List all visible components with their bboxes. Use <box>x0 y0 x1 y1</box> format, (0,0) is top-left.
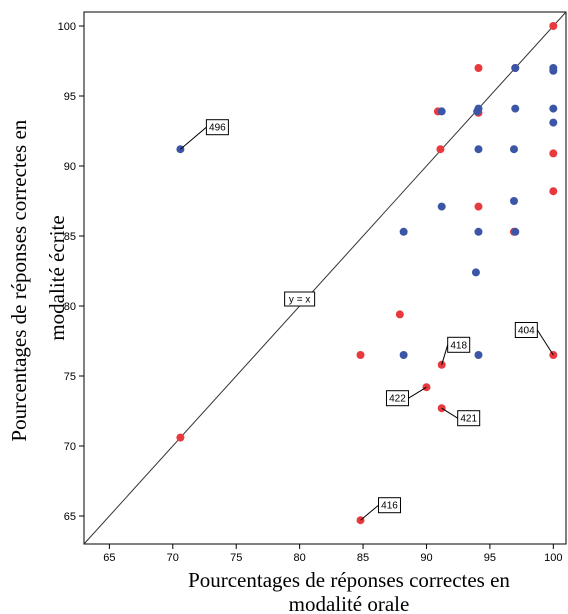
x-tick-label-70: 70 <box>167 552 179 564</box>
annotation-0-leader <box>180 126 207 150</box>
point-s1-6 <box>511 104 520 113</box>
plot-frame <box>83 11 567 545</box>
x-tick-label-75: 75 <box>230 552 242 564</box>
annotation-1-box <box>447 336 471 353</box>
point-s0-10 <box>395 310 404 319</box>
x-axis-title-line-1: Pourcentages de réponses correctes en <box>188 568 510 592</box>
y-tick-label-75: 75 <box>64 371 76 383</box>
y-tick-label-100: 100 <box>58 21 76 33</box>
point-s0-8 <box>474 202 483 211</box>
x-tick-label-65: 65 <box>103 552 115 564</box>
y-tick-label-85: 85 <box>64 231 76 243</box>
annotation-2-text: 404 <box>518 326 535 337</box>
point-s1-19 <box>474 351 483 359</box>
point-s1-18 <box>399 351 408 359</box>
annotation-4-text: 421 <box>460 414 477 425</box>
reference-line-label-box <box>284 291 316 307</box>
y-tick-label-80: 80 <box>64 301 76 313</box>
x-tick-label-90: 90 <box>420 552 432 564</box>
annotation-0-text: 496 <box>209 123 226 134</box>
data-points <box>176 22 558 525</box>
y-tick-label-65: 65 <box>64 511 76 523</box>
point-s1-7 <box>549 104 558 113</box>
y-tick-label-95: 95 <box>64 91 76 103</box>
x-tick-label-100: 100 <box>544 552 562 564</box>
point-s1-17 <box>471 268 480 277</box>
annotation-4-leader <box>441 407 458 419</box>
x-tick-label-95: 95 <box>484 552 496 564</box>
annotation-3-box <box>385 390 409 407</box>
annotation-5-box <box>378 497 402 514</box>
y-axis-title-line-1: Pourcentages de réponses correctes en <box>7 119 31 441</box>
point-s0-2 <box>474 64 483 72</box>
y-axis-title-line-2: modalité écrite <box>45 215 69 340</box>
point-s1-14 <box>399 227 408 236</box>
point-s1-8 <box>549 118 558 127</box>
point-s0-0 <box>549 22 558 30</box>
x-tick-label-85: 85 <box>357 552 369 564</box>
point-s1-5 <box>437 107 446 116</box>
y-axis-title: Pourcentages de réponses correctes en mo… <box>7 114 69 441</box>
annotation-2-box <box>514 322 538 338</box>
axis-ticks: 65 70 75 80 85 90 95 100 65 70 75 80 85 90 95 100 <box>58 21 563 564</box>
x-axis-title-line-2: modalité orale <box>289 592 410 614</box>
reference-line-label: y = x <box>289 295 310 306</box>
point-s1-1 <box>549 66 558 75</box>
point-s1-12 <box>437 202 446 211</box>
point-annotations: 496 418 404 422 421 416 y = x <box>180 119 554 521</box>
annotation-4-box <box>457 410 481 427</box>
point-s1-15 <box>474 227 483 236</box>
point-s1-16 <box>511 227 520 236</box>
annotation-3-text: 422 <box>389 394 406 405</box>
annotation-1-text: 418 <box>450 340 467 351</box>
point-s1-10 <box>474 145 483 154</box>
annotation-5-text: 416 <box>381 501 398 512</box>
point-s1-4 <box>473 107 482 116</box>
annotation-3-leader <box>408 386 427 399</box>
annotation-5-leader <box>360 504 379 521</box>
point-s1-11 <box>509 145 518 154</box>
annotation-2-leader <box>536 329 554 356</box>
point-s1-13 <box>509 197 518 205</box>
x-tick-label-80: 80 <box>294 552 306 564</box>
point-s0-16 <box>176 433 185 442</box>
y-tick-label-70: 70 <box>64 441 76 453</box>
point-s1-2 <box>511 64 520 72</box>
reference-line <box>83 11 567 545</box>
annotation-0-box <box>205 119 229 136</box>
point-s0-5 <box>436 145 445 154</box>
point-s0-6 <box>549 149 558 158</box>
point-s0-11 <box>356 351 365 359</box>
annotation-1-leader <box>441 344 449 365</box>
point-s0-7 <box>549 187 558 196</box>
y-tick-label-90: 90 <box>64 161 76 173</box>
